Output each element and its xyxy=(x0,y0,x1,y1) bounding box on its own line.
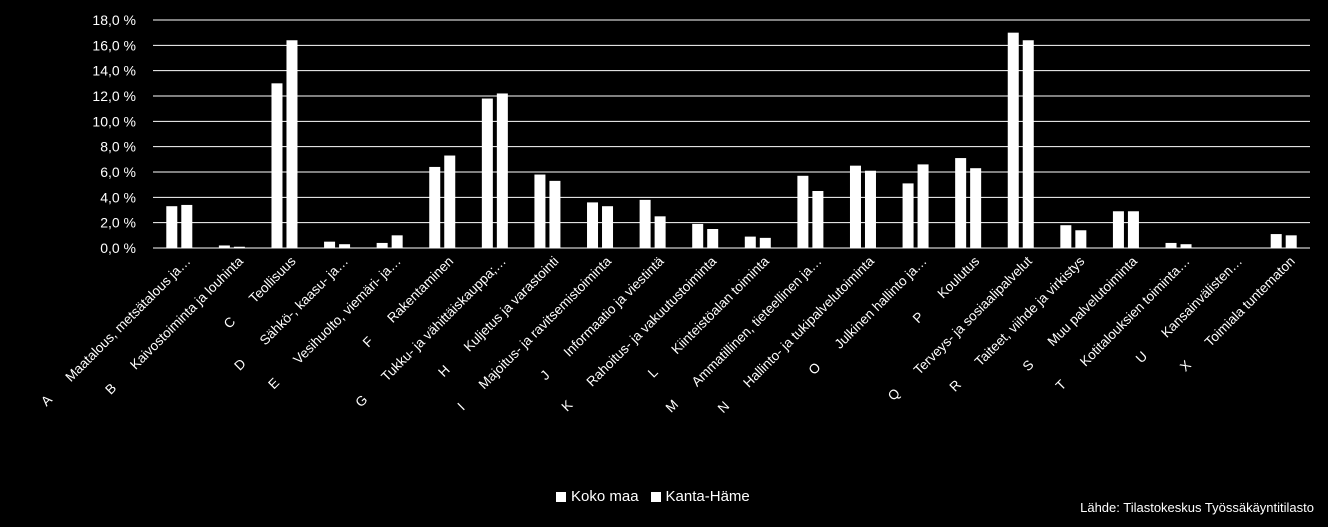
gridlines xyxy=(153,19,1310,249)
bar-koko-maa-r xyxy=(1060,225,1072,248)
bar-koko-maa-l xyxy=(744,236,756,248)
bar-kanta-hame-k xyxy=(707,229,719,248)
x-category-label: U Kansainvälisten… xyxy=(1133,254,1245,366)
bar-kanta-hame-e xyxy=(391,235,403,248)
legend: Koko maa Kanta-Häme xyxy=(556,488,762,505)
bar-koko-maa-p xyxy=(955,158,967,248)
bar-kanta-hame-f xyxy=(444,155,456,248)
legend-item-koko-maa: Koko maa xyxy=(556,488,639,505)
x-category-text: F Rakentaminen xyxy=(360,254,457,351)
bar-kanta-hame-c xyxy=(286,40,298,249)
x-category-text: U Kansainvälisten… xyxy=(1133,254,1245,366)
bar-koko-maa-m xyxy=(797,175,809,248)
bar-kanta-hame-i xyxy=(602,206,614,248)
bars xyxy=(166,32,1297,249)
bar-koko-maa-e xyxy=(376,242,388,248)
bar-koko-maa-k xyxy=(692,223,704,248)
y-tick-label: 0,0 % xyxy=(100,240,136,256)
bar-koko-maa-x xyxy=(1270,234,1282,248)
bar-koko-maa-q xyxy=(1007,32,1019,248)
bar-koko-maa-c xyxy=(271,83,283,248)
source-note: Lähde: Tilastokeskus Työssäkäyntitilasto xyxy=(1080,500,1314,515)
bar-koko-maa-f xyxy=(429,166,441,248)
bar-koko-maa-t xyxy=(1165,242,1177,248)
y-tick-label: 12,0 % xyxy=(92,88,136,104)
legend-swatch-koko-maa xyxy=(556,491,566,502)
bar-kanta-hame-p xyxy=(970,168,982,248)
bar-kanta-hame-h xyxy=(549,180,561,248)
bar-koko-maa-o xyxy=(902,183,914,248)
bar-koko-maa-g xyxy=(481,98,493,249)
bar-kanta-hame-a xyxy=(181,204,193,248)
bar-kanta-hame-m xyxy=(812,191,824,248)
bar-kanta-hame-d xyxy=(339,244,351,248)
y-tick-label: 16,0 % xyxy=(92,37,136,53)
bar-kanta-hame-s xyxy=(1127,211,1139,248)
bar-koko-maa-s xyxy=(1112,211,1124,248)
bar-kanta-hame-q xyxy=(1022,40,1034,249)
bar-koko-maa-i xyxy=(587,202,599,248)
y-tick-label: 4,0 % xyxy=(100,189,136,205)
legend-item-kanta-hame: Kanta-Häme xyxy=(650,488,750,505)
bar-kanta-hame-l xyxy=(759,237,771,248)
bar-koko-maa-h xyxy=(534,174,546,248)
bar-kanta-hame-b xyxy=(233,246,245,248)
bar-kanta-hame-o xyxy=(917,164,929,248)
bar-koko-maa-d xyxy=(324,241,336,248)
bar-koko-maa-j xyxy=(639,199,651,248)
y-tick-label: 2,0 % xyxy=(100,215,136,231)
y-axis-tick-labels: 0,0 % 2,0 % 4,0 % 6,0 % 8,0 % 10,0 % 12,0 % 14,… xyxy=(92,12,136,256)
bar-kanta-hame-x xyxy=(1285,235,1297,248)
x-category-label: F Rakentaminen xyxy=(360,254,457,351)
x-axis-category-labels: A Maatalous, metsätalous ja…B Kaivostoim… xyxy=(38,253,1298,416)
bar-koko-maa-b xyxy=(218,245,230,248)
y-tick-label: 18,0 % xyxy=(92,12,136,28)
bar-kanta-hame-n xyxy=(864,170,876,248)
bar-koko-maa-n xyxy=(849,165,861,248)
bar-kanta-hame-t xyxy=(1180,244,1192,248)
bar-kanta-hame-g xyxy=(496,93,508,248)
legend-swatch-kanta-hame xyxy=(650,491,661,502)
legend-label-kanta-hame: Kanta-Häme xyxy=(665,488,750,505)
bar-kanta-hame-j xyxy=(654,216,666,248)
legend-label-koko-maa: Koko maa xyxy=(571,488,639,505)
y-tick-label: 10,0 % xyxy=(92,113,136,129)
bar-koko-maa-a xyxy=(166,206,178,248)
y-tick-label: 6,0 % xyxy=(100,164,136,180)
bar-kanta-hame-r xyxy=(1075,230,1087,248)
y-tick-label: 14,0 % xyxy=(92,63,136,79)
y-tick-label: 8,0 % xyxy=(100,139,136,155)
